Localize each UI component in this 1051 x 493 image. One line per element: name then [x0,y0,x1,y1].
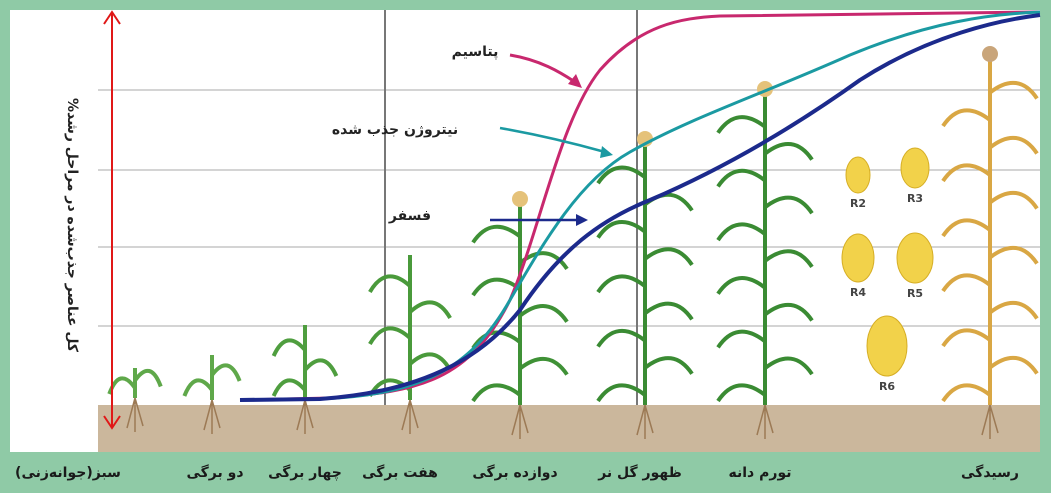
diagram: %کل عناصر جذب‌شده در مراحل رشد پتاسیم نی… [0,0,1051,493]
kernel [867,316,907,376]
stage-label: ظهور گل نر [597,464,682,481]
kernel-label: R2 [850,197,866,210]
kernel-label: R5 [907,287,923,300]
kernel [846,157,870,193]
tassel [982,46,998,62]
curve-label: نیتروژن جذب شده [332,122,458,138]
stage-label: هفت برگی [362,464,438,481]
curve-label: فسفر [388,208,431,224]
kernel-label: R4 [850,286,866,299]
stage-label: رسیدگی [961,464,1019,481]
ground [98,405,1040,452]
kernel [897,233,933,283]
curve-label: پتاسیم [452,44,499,60]
stage-label: دو برگی [186,464,243,481]
stage-label: چهار برگی [268,464,342,481]
stage-label: دوازده برگی [472,464,557,481]
tassel [512,191,528,207]
kernel-label: R6 [879,380,895,393]
stage-label: سبز(جوانه‌زنی) [15,465,121,481]
y-axis-label: %کل عناصر جذب‌شده در مراحل رشد [64,98,80,353]
kernel [901,148,929,188]
kernel-label: R3 [907,192,923,205]
kernel [842,234,874,282]
stage-label: تورم دانه [729,465,792,481]
